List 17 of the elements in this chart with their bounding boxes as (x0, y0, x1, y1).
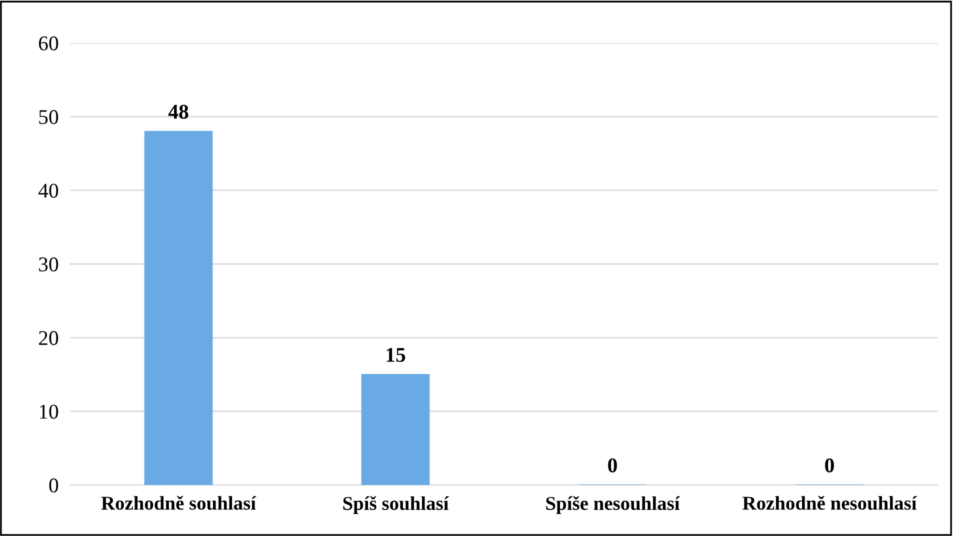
x-tick-label: Spíš souhlasí (343, 496, 449, 514)
data-label: 48 (168, 104, 188, 119)
y-tick-label: 60 (38, 36, 58, 50)
x-tick-label: Rozhodně souhlasí (101, 496, 256, 510)
y-tick-label: 50 (39, 110, 58, 124)
y-tick-label: 20 (38, 331, 58, 346)
x-tick-label: Spíše nesouhlasí (546, 496, 680, 514)
y-tick-label: 30 (39, 257, 58, 272)
bar (361, 374, 430, 485)
y-tick-label: 40 (38, 184, 58, 198)
x-tick-label: Rozhodně nesouhlasí (742, 496, 917, 510)
y-tick-label: 10 (40, 404, 58, 419)
bar (144, 130, 213, 485)
data-label: 0 (608, 458, 617, 472)
data-label: 15 (386, 348, 406, 362)
data-label: 0 (825, 458, 834, 472)
y-tick-label: 0 (49, 478, 58, 492)
